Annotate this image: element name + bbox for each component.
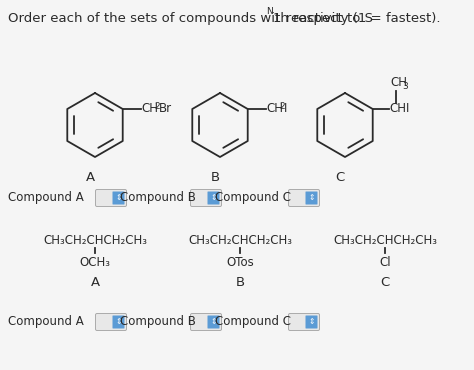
Text: ⇕: ⇕ — [308, 317, 315, 326]
Text: CHI: CHI — [390, 101, 410, 114]
Text: ⇕: ⇕ — [115, 317, 122, 326]
FancyBboxPatch shape — [208, 192, 219, 205]
Text: 3: 3 — [403, 82, 409, 91]
Text: ⇕: ⇕ — [115, 194, 122, 202]
Text: CH₃CH₂CHCH₂CH₃: CH₃CH₂CHCH₂CH₃ — [188, 233, 292, 246]
Text: ⇕: ⇕ — [210, 317, 217, 326]
Text: N: N — [266, 7, 273, 16]
Text: B: B — [210, 171, 219, 184]
FancyBboxPatch shape — [95, 189, 127, 206]
Text: I: I — [284, 101, 287, 114]
Text: ⇕: ⇕ — [308, 194, 315, 202]
FancyBboxPatch shape — [306, 192, 318, 205]
Text: Compound C: Compound C — [215, 316, 291, 329]
Text: Br: Br — [159, 101, 172, 114]
Text: Compound B: Compound B — [120, 192, 196, 205]
Text: ⇕: ⇕ — [210, 194, 217, 202]
FancyBboxPatch shape — [191, 189, 221, 206]
Text: 1 reactivity (1 = fastest).: 1 reactivity (1 = fastest). — [273, 12, 440, 25]
Text: 2: 2 — [280, 102, 285, 111]
Text: Compound C: Compound C — [215, 192, 291, 205]
FancyBboxPatch shape — [306, 316, 318, 329]
Text: OTos: OTos — [226, 256, 254, 269]
Text: A: A — [85, 171, 94, 184]
FancyBboxPatch shape — [191, 313, 221, 330]
Text: 2: 2 — [155, 102, 160, 111]
FancyBboxPatch shape — [112, 192, 125, 205]
FancyBboxPatch shape — [112, 316, 125, 329]
Text: CH₃CH₂CHCH₂CH₃: CH₃CH₂CHCH₂CH₃ — [43, 233, 147, 246]
Text: Compound A: Compound A — [8, 192, 84, 205]
FancyBboxPatch shape — [289, 189, 319, 206]
Text: OCH₃: OCH₃ — [80, 256, 110, 269]
FancyBboxPatch shape — [208, 316, 219, 329]
Text: C: C — [336, 171, 345, 184]
Text: Order each of the sets of compounds with respect to S: Order each of the sets of compounds with… — [8, 12, 373, 25]
Text: C: C — [380, 276, 390, 289]
Text: A: A — [91, 276, 100, 289]
Text: CH: CH — [391, 76, 408, 89]
Text: CH: CH — [267, 101, 284, 114]
Text: CH₃CH₂CHCH₂CH₃: CH₃CH₂CHCH₂CH₃ — [333, 233, 437, 246]
Text: CH: CH — [142, 101, 159, 114]
FancyBboxPatch shape — [289, 313, 319, 330]
Text: Compound A: Compound A — [8, 316, 84, 329]
Text: B: B — [236, 276, 245, 289]
Text: Compound B: Compound B — [120, 316, 196, 329]
FancyBboxPatch shape — [95, 313, 127, 330]
Text: Cl: Cl — [379, 256, 391, 269]
